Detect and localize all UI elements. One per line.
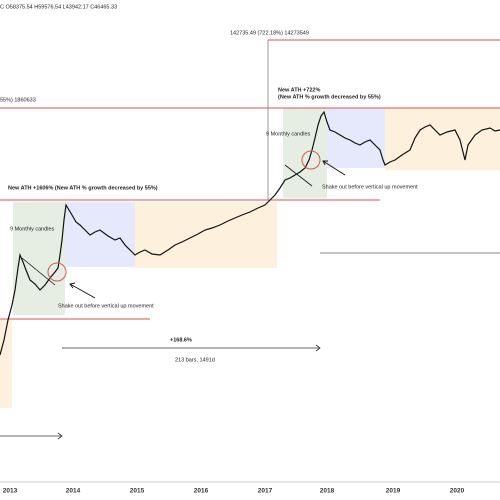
level-label: 142735.49 (722.18%) 14273549 xyxy=(230,30,309,36)
pointer-arrow xyxy=(322,160,346,176)
annotation: 213 bars, 1491d xyxy=(175,357,215,363)
x-tick-label: 2014 xyxy=(66,488,81,495)
zone xyxy=(0,320,12,408)
x-tick-label: 2013 xyxy=(3,488,18,495)
annotation: New ATH +1606% (New ATH % growth decreas… xyxy=(8,185,158,191)
annotation: (New ATH % growth decreased by 55%) xyxy=(278,94,381,100)
highlight-circle xyxy=(47,262,67,282)
zone xyxy=(135,202,277,268)
annotation: Shake out before vertical up movement xyxy=(322,184,418,190)
level-label: 55%) 1860633 xyxy=(0,97,36,103)
trend-line xyxy=(284,164,313,187)
x-tick-label: 2016 xyxy=(194,488,209,495)
pointer-arrow xyxy=(69,283,96,299)
trend-line xyxy=(21,257,56,286)
x-tick-label: 2020 xyxy=(450,488,465,495)
zone xyxy=(385,108,500,170)
annotation: +168.6% xyxy=(170,337,192,343)
markers xyxy=(21,150,346,299)
annotation: Shake out before vertical up movement xyxy=(58,303,154,309)
x-tick-label: 2015 xyxy=(130,488,145,495)
x-tick-label: 2019 xyxy=(386,488,401,495)
x-axis: 2013 2014 2015 2016 2017 2018 2019 2020 xyxy=(0,481,500,495)
highlight-circle xyxy=(301,150,321,170)
zone xyxy=(327,108,385,168)
arrow-head xyxy=(69,282,76,289)
annotation: 9 Monthly candles xyxy=(266,131,311,137)
x-tick-label: 2017 xyxy=(258,488,273,495)
arrow-head xyxy=(57,432,63,440)
zone xyxy=(65,202,135,267)
levels xyxy=(0,39,500,440)
ohlc-header: C O58375.54 H59576.54 L43942.17 C46465.3… xyxy=(0,4,117,10)
zones xyxy=(0,108,500,408)
annotation: 9 Monthly candles xyxy=(10,226,55,232)
price xyxy=(0,110,500,356)
zone xyxy=(13,202,65,315)
arrow-head xyxy=(322,160,328,166)
annotation: New ATH +722% xyxy=(278,87,320,93)
arrow-head xyxy=(315,344,321,352)
x-tick-label: 2018 xyxy=(320,488,335,495)
